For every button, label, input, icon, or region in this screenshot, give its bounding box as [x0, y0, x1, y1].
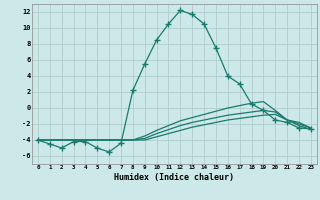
- X-axis label: Humidex (Indice chaleur): Humidex (Indice chaleur): [115, 173, 234, 182]
